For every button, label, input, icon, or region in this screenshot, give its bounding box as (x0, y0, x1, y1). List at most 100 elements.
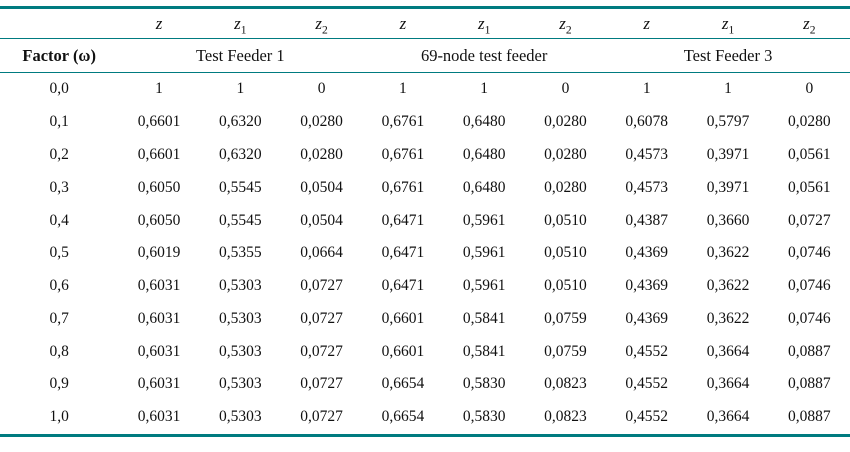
group-header-2: Test Feeder 3 (606, 38, 850, 73)
table-row: 0,3 0,6050 0,5545 0,0504 0,6761 0,6480 0,0280 0… (0, 171, 850, 204)
table-row: 0,7 0,6031 0,5303 0,0727 0,6601 0,5841 0,0759 0… (0, 302, 850, 335)
value-cell: 0,0510 (544, 211, 587, 229)
table-row: 1,0 0,6031 0,5303 0,0727 0,6654 0,5830 0,0823 0… (0, 401, 850, 435)
value-cell: 0,0727 (300, 277, 343, 295)
value-cell: 1 (642, 80, 651, 98)
table-head: z z1 z2 z z1 z2 z z1 z2 Factor (ω) Test Feeder 1… (0, 7, 850, 73)
column-header-z1: z1 (687, 7, 769, 39)
value-cell: 0,0759 (544, 309, 587, 327)
value-cell: 0,6654 (381, 375, 425, 393)
column-header-z2: z2 (524, 7, 607, 39)
value-cell: 0,6320 (219, 145, 262, 163)
value-cell: 0,6601 (381, 309, 425, 327)
value-cell: 0,4369 (625, 244, 669, 262)
value-cell: 1 (480, 80, 489, 98)
value-cell: 0,0280 (544, 113, 587, 131)
table-row: 0,2 0,6601 0,6320 0,0280 0,6761 0,6480 0,0280 0… (0, 139, 850, 172)
value-cell: 0,0280 (300, 113, 343, 131)
value-cell: 0,5303 (219, 277, 262, 295)
value-cell: 0,0727 (300, 408, 343, 426)
value-cell: 0,6019 (137, 244, 181, 262)
value-cell: 0,3664 (706, 408, 750, 426)
column-header-z1: z1 (199, 7, 281, 39)
value-cell: 0,0280 (544, 178, 587, 196)
value-cell: 0,3971 (706, 145, 750, 163)
value-cell: 0,5545 (219, 178, 262, 196)
value-cell: 0,6601 (381, 342, 425, 360)
results-table: z z1 z2 z z1 z2 z z1 z2 Factor (ω) Test Feeder 1… (0, 6, 850, 437)
value-cell: 0,6471 (381, 211, 425, 229)
value-cell: 0,6471 (381, 277, 425, 295)
value-cell: 1 (399, 80, 407, 98)
factor-cell: 0,8 (49, 342, 69, 360)
value-cell: 0,6050 (137, 178, 181, 196)
value-cell: 0,0561 (788, 178, 831, 196)
value-cell: 0,3971 (706, 178, 750, 196)
value-cell: 0,0727 (788, 211, 831, 229)
table-body: 0,0 1 1 0 1 1 0 1 1 0 0,1 0,6601 0,6320 0,0280 0,6761 0… (0, 73, 850, 436)
value-cell: 0,6078 (625, 113, 669, 131)
value-cell: 0,0887 (788, 375, 831, 393)
value-cell: 0 (317, 80, 326, 98)
factor-cell: 0,6 (49, 277, 69, 295)
group-header-1: 69-node test feeder (362, 38, 607, 73)
factor-cell: 0,1 (49, 113, 69, 131)
value-cell: 0,6480 (462, 145, 506, 163)
value-cell: 0,5961 (462, 277, 506, 295)
value-cell: 0,0759 (544, 342, 587, 360)
column-header-z2: z2 (768, 7, 850, 39)
value-cell: 0,6601 (137, 113, 181, 131)
table-row: 0,9 0,6031 0,5303 0,0727 0,6654 0,5830 0,0823 0… (0, 368, 850, 401)
value-cell: 0,6480 (462, 178, 506, 196)
table-row: 0,6 0,6031 0,5303 0,0727 0,6471 0,5961 0,0510 0… (0, 270, 850, 303)
value-cell: 0,0504 (300, 211, 343, 229)
column-header-z1: z1 (443, 7, 525, 39)
value-cell: 0,4552 (625, 408, 669, 426)
value-cell: 0,5841 (462, 342, 506, 360)
value-cell: 0,6601 (137, 145, 181, 163)
value-cell: 0,4552 (625, 342, 669, 360)
column-header-z2: z2 (280, 7, 363, 39)
value-cell: 0,5303 (219, 408, 262, 426)
value-cell: 0,0664 (300, 244, 343, 262)
value-cell: 0,0280 (544, 145, 587, 163)
factor-column-header: Factor (ω) (0, 38, 119, 73)
value-cell: 1 (236, 80, 245, 98)
value-cell: 0,5545 (219, 211, 262, 229)
column-header-empty (0, 7, 119, 39)
value-cell: 0,4552 (625, 375, 669, 393)
value-cell: 0,4387 (625, 211, 669, 229)
value-cell: 0,6031 (137, 277, 181, 295)
value-cell: 0 (561, 80, 570, 98)
groupheader-row: Factor (ω) Test Feeder 1 69-node test fee… (0, 38, 850, 73)
value-cell: 0,5303 (219, 342, 262, 360)
value-cell: 0,5830 (462, 375, 506, 393)
table-row: 0,1 0,6601 0,6320 0,0280 0,6761 0,6480 0,0280 0… (0, 106, 850, 139)
value-cell: 0,6050 (137, 211, 181, 229)
value-cell: 0,3622 (706, 277, 750, 295)
value-cell: 0,5355 (219, 244, 262, 262)
value-cell: 0,6031 (137, 309, 181, 327)
factor-cell: 0,3 (49, 178, 69, 196)
factor-cell: 0,9 (49, 375, 69, 393)
value-cell: 0,3622 (706, 309, 750, 327)
value-cell: 0,0280 (300, 145, 343, 163)
table-row: 0,8 0,6031 0,5303 0,0727 0,6601 0,5841 0,0759 0… (0, 335, 850, 368)
column-header-z: z (118, 7, 200, 39)
value-cell: 0,6320 (219, 113, 262, 131)
value-cell: 0,0887 (788, 342, 831, 360)
value-cell: 0,4369 (625, 277, 669, 295)
value-cell: 0,0823 (544, 408, 587, 426)
value-cell: 0,6031 (137, 408, 181, 426)
value-cell: 0,0727 (300, 375, 343, 393)
value-cell: 0,0504 (300, 178, 343, 196)
value-cell: 0,0746 (788, 244, 831, 262)
value-cell: 0,0746 (788, 277, 831, 295)
value-cell: 0,4573 (625, 178, 669, 196)
value-cell: 1 (155, 80, 163, 98)
value-cell: 0,0510 (544, 277, 587, 295)
value-cell: 0,0823 (544, 375, 587, 393)
factor-cell: 0,4 (49, 211, 69, 229)
factor-cell: 0,5 (49, 244, 69, 262)
